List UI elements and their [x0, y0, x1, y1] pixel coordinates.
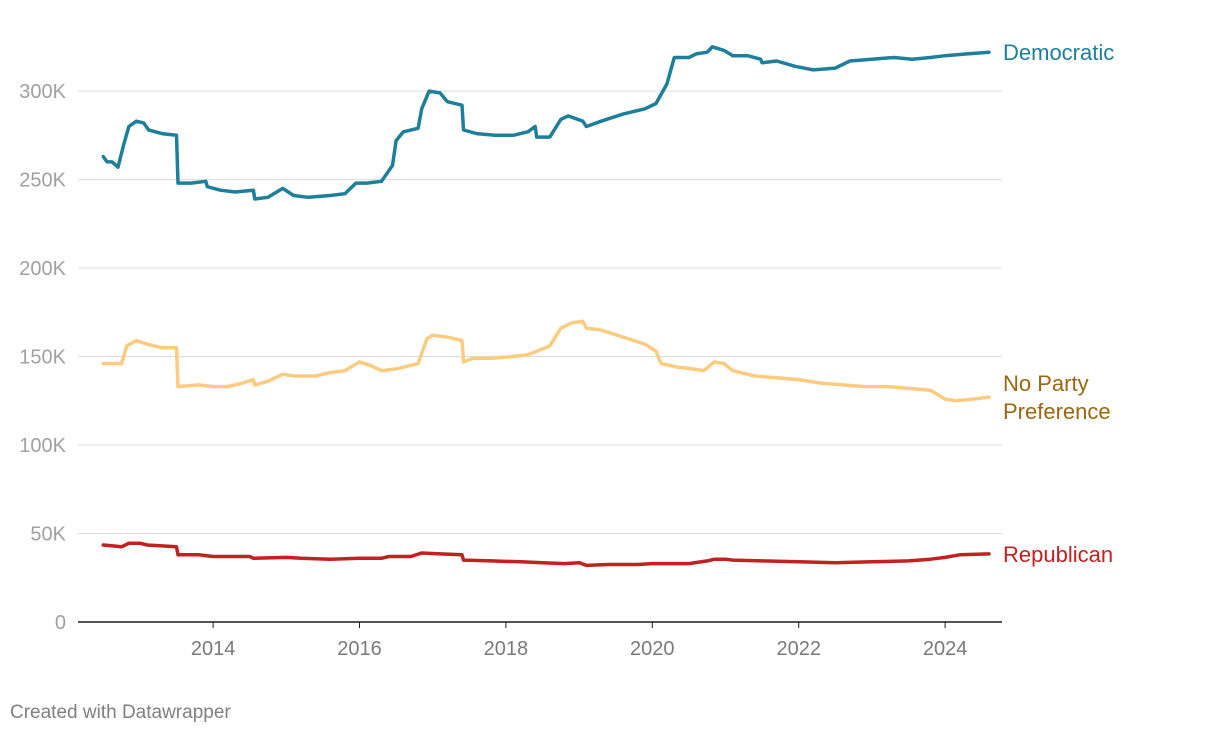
series-line-democratic — [101, 45, 991, 201]
series-lines — [101, 45, 991, 568]
x-tick-label: 2018 — [484, 638, 529, 660]
series-line-no-party-preference — [101, 319, 991, 403]
gridlines — [78, 90, 1002, 535]
y-tick-label: 0 — [55, 612, 66, 634]
series-label-republican: Republican — [1003, 542, 1113, 567]
datawrapper-credit: Created with Datawrapper — [10, 702, 231, 723]
series-labels: Democratic No Party Preference Republican — [1003, 40, 1114, 567]
series-label-line: Preference — [1003, 399, 1111, 424]
y-tick-label: 250K — [19, 170, 66, 192]
x-tick-label: 2014 — [191, 638, 236, 660]
x-tick-label: 2016 — [337, 638, 382, 660]
series-label-no-party-preference: No Party Preference — [1003, 371, 1111, 424]
y-tick-label: 150K — [19, 347, 66, 369]
series-label-line: Democratic — [1003, 40, 1114, 65]
y-tick-label: 200K — [19, 258, 66, 280]
series-label-democratic: Democratic — [1003, 40, 1114, 65]
series-label-line: No Party — [1003, 371, 1089, 396]
x-tick-label: 2022 — [776, 638, 821, 660]
y-tick-label: 100K — [19, 435, 66, 457]
y-tick-label: 50K — [30, 524, 66, 546]
x-tick-label: 2020 — [630, 638, 675, 660]
series-line-republican — [101, 541, 991, 568]
y-axis-ticks: 0 50K 100K 150K 200K 250K 300K — [19, 81, 66, 634]
y-tick-label: 300K — [19, 81, 66, 103]
x-axis-ticks: 2014 2016 2018 2020 2022 2024 — [191, 622, 967, 660]
series-label-line: Republican — [1003, 542, 1113, 567]
x-tick-label: 2024 — [923, 638, 968, 660]
